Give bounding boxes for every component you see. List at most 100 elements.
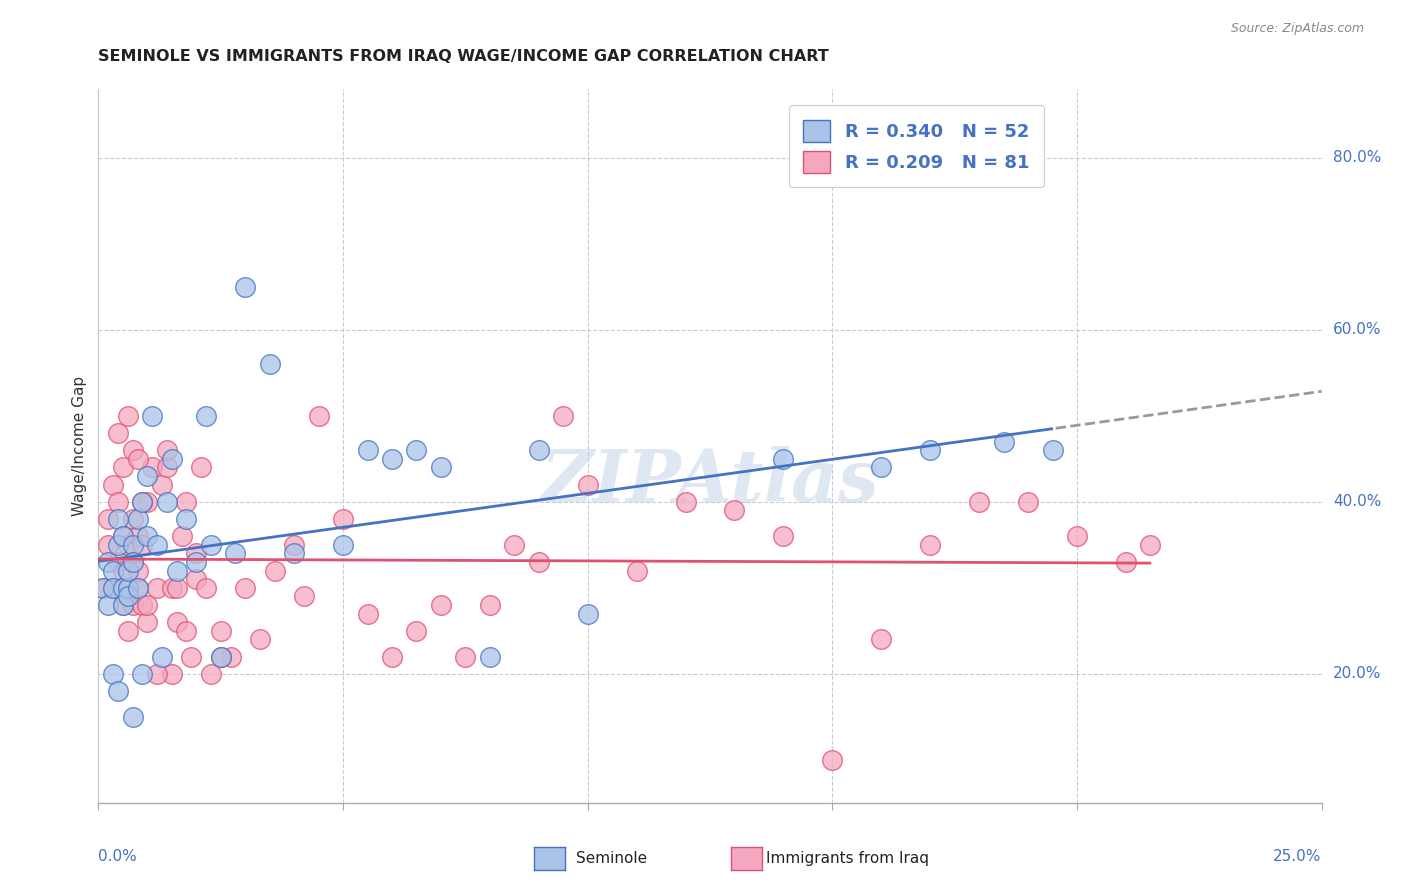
Point — [136, 469, 159, 483]
Point — [283, 538, 305, 552]
Point — [107, 495, 129, 509]
Point — [292, 590, 315, 604]
Point — [121, 443, 143, 458]
Point — [356, 607, 378, 621]
Point — [117, 564, 139, 578]
Text: 20.0%: 20.0% — [1333, 666, 1381, 681]
Point — [111, 581, 134, 595]
Point — [121, 598, 143, 612]
Point — [920, 443, 942, 458]
Text: Immigrants from Iraq: Immigrants from Iraq — [766, 851, 929, 866]
Point — [160, 581, 183, 595]
Point — [200, 666, 222, 681]
Point — [136, 598, 159, 612]
Point — [111, 529, 134, 543]
Point — [195, 581, 218, 595]
Text: 60.0%: 60.0% — [1333, 322, 1381, 337]
Point — [576, 607, 599, 621]
Point — [91, 581, 114, 595]
Point — [920, 538, 942, 552]
Point — [91, 581, 114, 595]
Point — [101, 666, 124, 681]
Point — [233, 581, 256, 595]
Point — [117, 581, 139, 595]
Point — [121, 538, 143, 552]
Point — [117, 624, 139, 638]
Point — [356, 443, 378, 458]
Point — [209, 624, 232, 638]
Point — [111, 564, 134, 578]
Point — [249, 632, 271, 647]
Text: Seminole: Seminole — [576, 851, 648, 866]
Text: 25.0%: 25.0% — [1274, 849, 1322, 864]
Point — [141, 409, 163, 423]
Point — [117, 590, 139, 604]
Point — [127, 529, 149, 543]
Point — [107, 684, 129, 698]
Point — [381, 649, 404, 664]
Text: Source: ZipAtlas.com: Source: ZipAtlas.com — [1230, 22, 1364, 36]
Point — [332, 512, 354, 526]
Point — [127, 512, 149, 526]
Point — [772, 451, 794, 466]
Point — [176, 624, 198, 638]
Point — [993, 434, 1015, 449]
Point — [146, 666, 169, 681]
Point — [146, 538, 169, 552]
Point — [111, 598, 134, 612]
Point — [111, 529, 134, 543]
Point — [166, 581, 188, 595]
Point — [146, 581, 169, 595]
Point — [127, 451, 149, 466]
Point — [454, 649, 477, 664]
Text: 80.0%: 80.0% — [1333, 151, 1381, 166]
Point — [1017, 495, 1039, 509]
Point — [121, 555, 143, 569]
Point — [176, 512, 198, 526]
Point — [156, 495, 179, 509]
Point — [195, 409, 218, 423]
Text: ZIPAtlas: ZIPAtlas — [541, 446, 879, 517]
Point — [1042, 443, 1064, 458]
Point — [430, 460, 453, 475]
Point — [233, 280, 256, 294]
Point — [478, 649, 501, 664]
Point — [190, 460, 212, 475]
Point — [967, 495, 990, 509]
Point — [180, 649, 202, 664]
Point — [131, 666, 153, 681]
Point — [405, 443, 427, 458]
Point — [170, 529, 193, 543]
Point — [186, 572, 208, 586]
Point — [127, 581, 149, 595]
Point — [131, 538, 153, 552]
Point — [101, 477, 124, 491]
Point — [111, 460, 134, 475]
Point — [219, 649, 242, 664]
Point — [1066, 529, 1088, 543]
Point — [870, 460, 893, 475]
Point — [478, 598, 501, 612]
Point — [107, 512, 129, 526]
Point — [107, 538, 129, 552]
Point — [283, 546, 305, 560]
Point — [150, 649, 173, 664]
Point — [772, 529, 794, 543]
Point — [675, 495, 697, 509]
Point — [97, 598, 120, 612]
Point — [224, 546, 246, 560]
Point — [97, 538, 120, 552]
Point — [150, 477, 173, 491]
Point — [131, 495, 153, 509]
Point — [200, 538, 222, 552]
Point — [209, 649, 232, 664]
Point — [1115, 555, 1137, 569]
Text: SEMINOLE VS IMMIGRANTS FROM IRAQ WAGE/INCOME GAP CORRELATION CHART: SEMINOLE VS IMMIGRANTS FROM IRAQ WAGE/IN… — [98, 49, 830, 64]
Point — [626, 564, 648, 578]
Text: 40.0%: 40.0% — [1333, 494, 1381, 509]
Point — [160, 666, 183, 681]
Point — [186, 555, 208, 569]
Point — [97, 512, 120, 526]
Point — [821, 753, 844, 767]
Point — [141, 460, 163, 475]
